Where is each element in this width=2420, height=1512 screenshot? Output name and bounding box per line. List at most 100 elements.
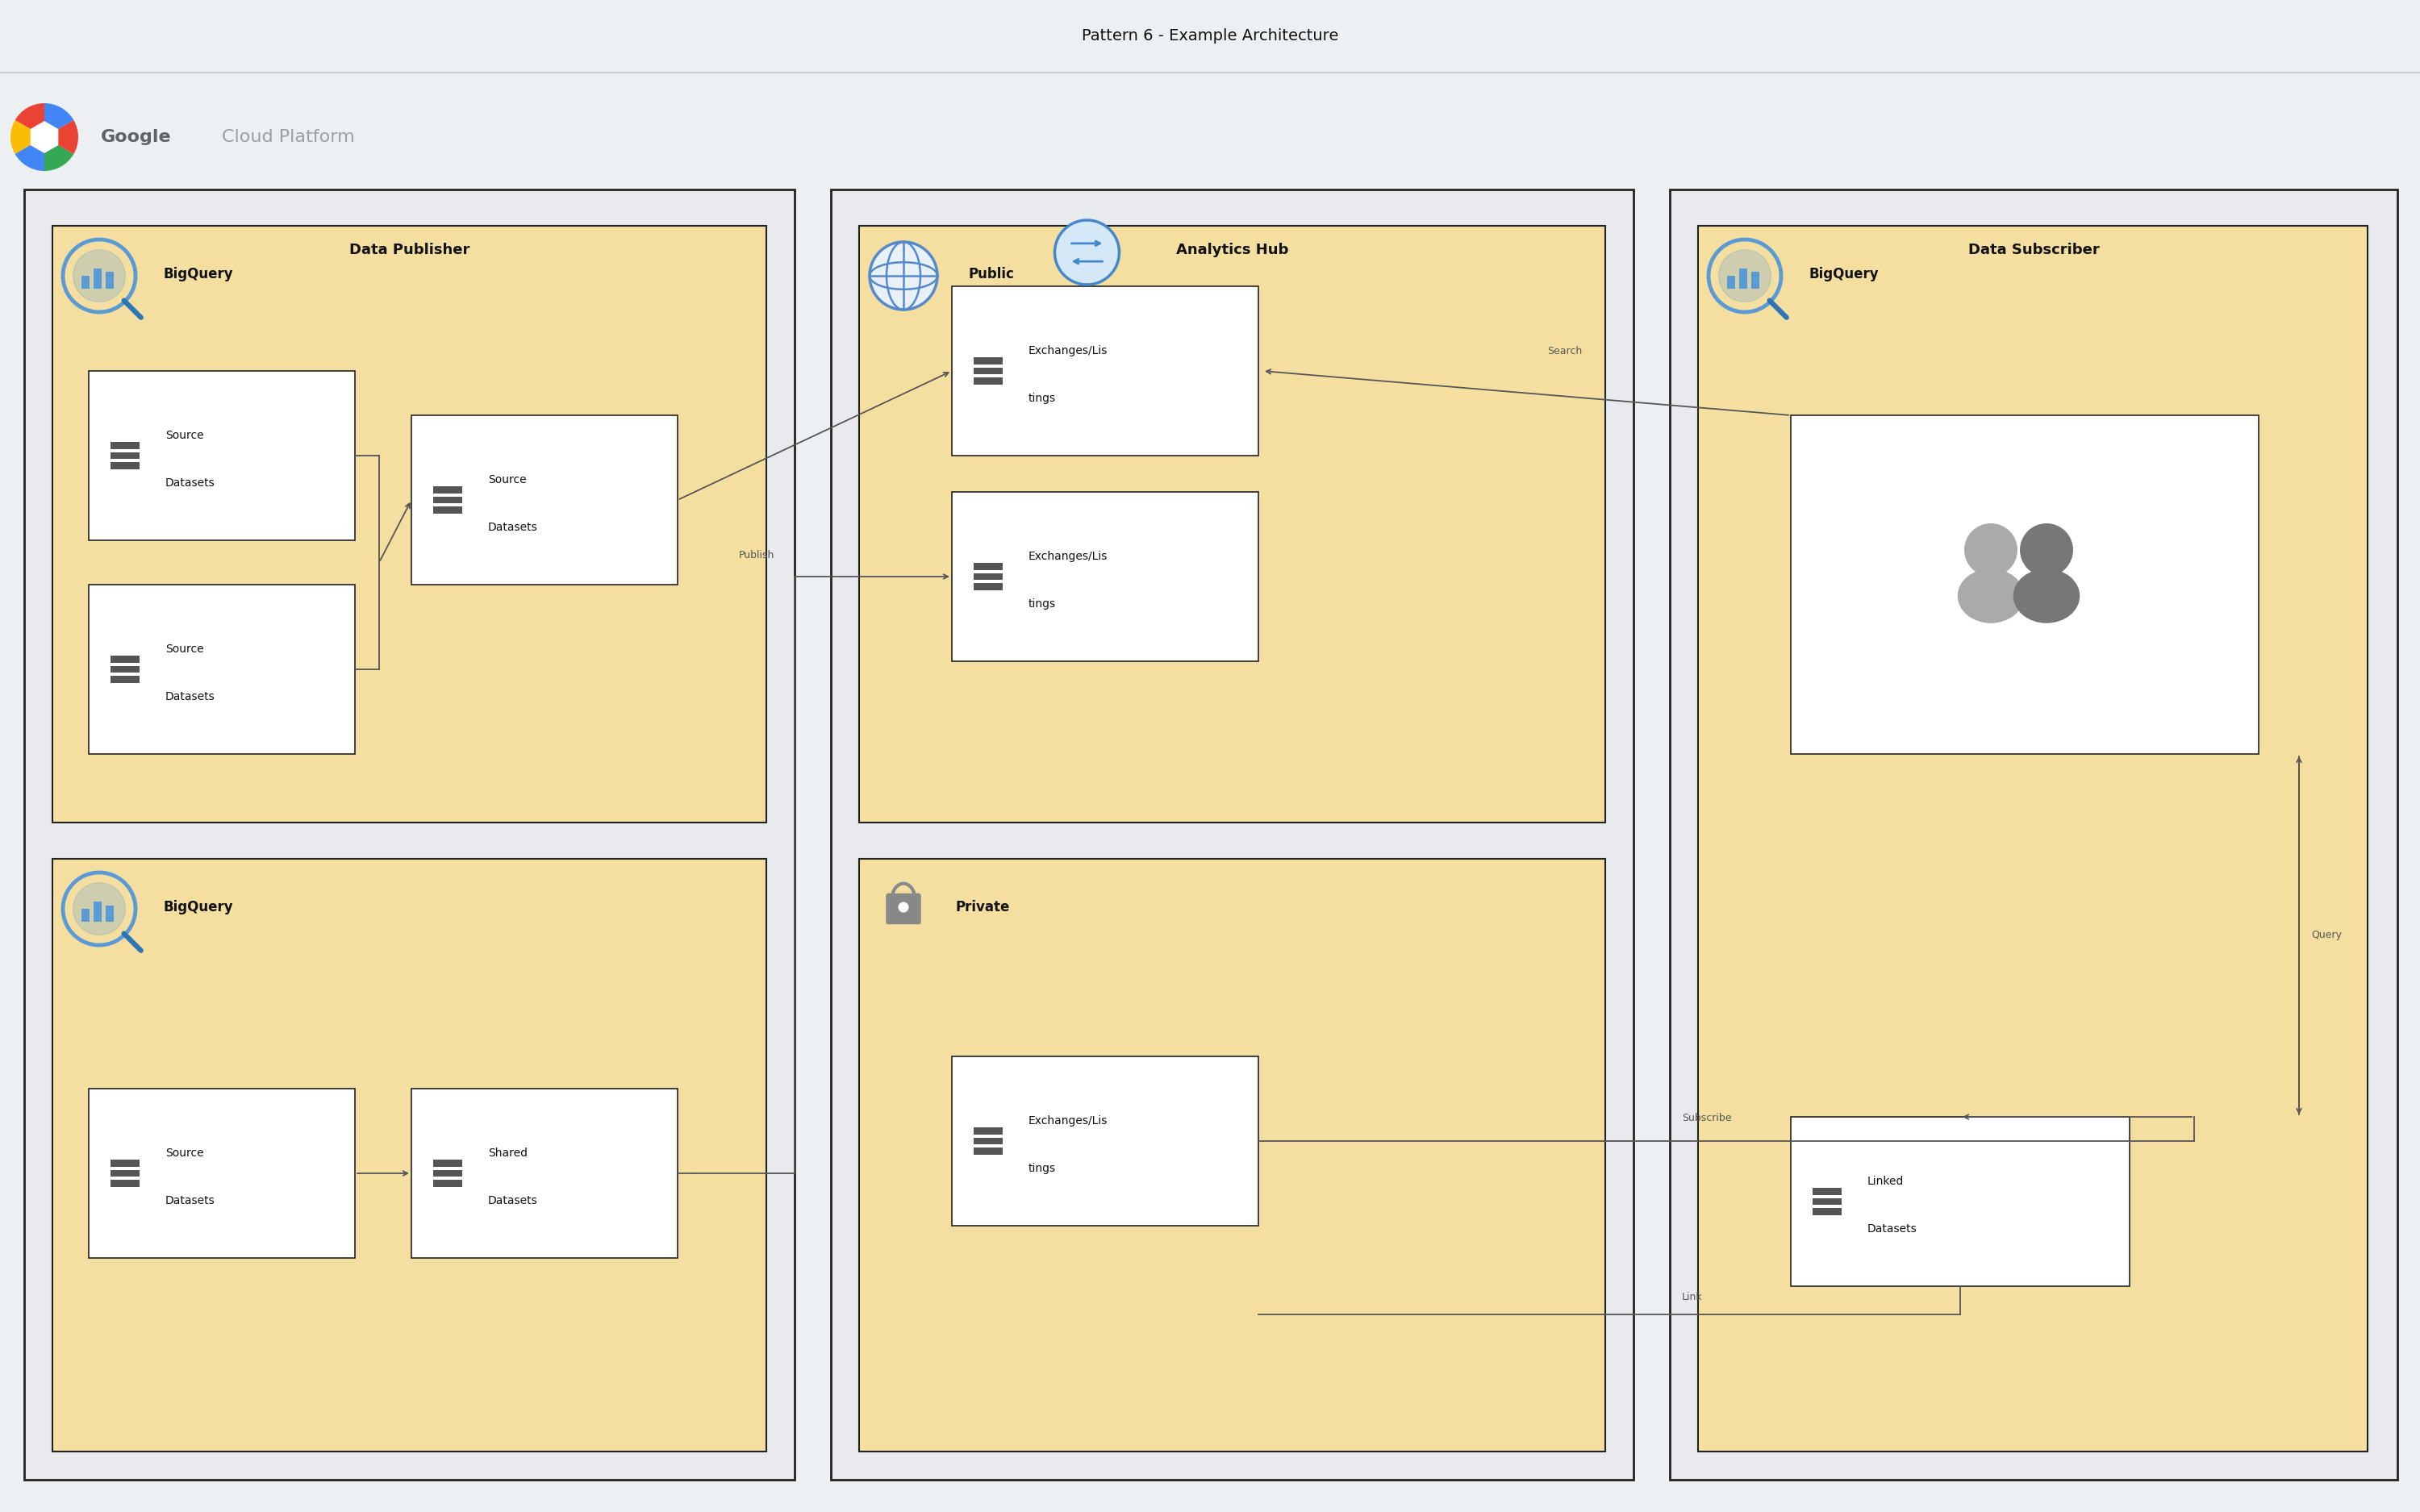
Bar — [830, 189, 1634, 1480]
FancyBboxPatch shape — [886, 894, 922, 924]
Text: Linked: Linked — [1868, 1175, 1905, 1187]
Text: tings: tings — [1028, 393, 1055, 404]
Bar — [111, 665, 140, 673]
Text: Query: Query — [2311, 930, 2343, 940]
Circle shape — [1055, 221, 1118, 284]
Text: tings: tings — [1028, 1163, 1055, 1173]
Bar — [973, 357, 1002, 364]
Bar — [1740, 269, 1747, 289]
Bar — [111, 461, 140, 469]
Text: Datasets: Datasets — [1868, 1223, 1917, 1234]
Circle shape — [73, 249, 126, 302]
Text: Datasets: Datasets — [165, 1194, 215, 1207]
Circle shape — [898, 903, 908, 912]
Bar — [411, 1089, 678, 1258]
Wedge shape — [44, 138, 73, 171]
Text: Google: Google — [102, 129, 172, 145]
Bar — [1752, 272, 1759, 289]
Bar — [53, 859, 767, 1452]
Text: Data Publisher: Data Publisher — [348, 243, 469, 257]
Bar — [433, 1179, 462, 1187]
Text: Publish: Publish — [738, 550, 774, 561]
Bar — [951, 286, 1258, 455]
Bar — [90, 585, 356, 754]
Text: tings: tings — [1028, 599, 1055, 609]
Bar — [111, 1160, 140, 1167]
Bar — [973, 376, 1002, 384]
Text: Search: Search — [1546, 346, 1583, 357]
Bar — [973, 582, 1002, 590]
Ellipse shape — [2013, 569, 2079, 623]
Bar — [973, 573, 1002, 581]
Bar — [106, 906, 114, 921]
Text: Data Subscriber: Data Subscriber — [1967, 243, 2098, 257]
Bar — [433, 496, 462, 503]
Bar — [433, 487, 462, 494]
Bar — [433, 1160, 462, 1167]
Bar — [973, 1148, 1002, 1155]
Bar — [433, 507, 462, 514]
Text: Datasets: Datasets — [165, 691, 215, 702]
Text: Datasets: Datasets — [489, 1194, 537, 1207]
Wedge shape — [15, 138, 44, 171]
Circle shape — [73, 883, 126, 934]
Text: Exchanges/Lis: Exchanges/Lis — [1028, 1114, 1108, 1126]
Bar — [53, 225, 767, 823]
Bar — [111, 676, 140, 683]
Bar — [1813, 1208, 1842, 1216]
Text: Exchanges/Lis: Exchanges/Lis — [1028, 550, 1108, 562]
Bar — [1670, 189, 2398, 1480]
Text: Source: Source — [165, 429, 203, 442]
Bar — [82, 275, 90, 289]
Bar — [111, 452, 140, 460]
Bar — [951, 1057, 1258, 1226]
Bar — [82, 909, 90, 921]
Bar — [90, 370, 356, 540]
Wedge shape — [10, 119, 44, 154]
Bar — [859, 225, 1604, 823]
Bar — [411, 416, 678, 585]
Bar — [433, 1170, 462, 1176]
Circle shape — [1718, 249, 1771, 302]
Text: Datasets: Datasets — [489, 522, 537, 532]
Text: Public: Public — [968, 268, 1014, 281]
Bar — [1791, 416, 2258, 754]
Bar — [859, 859, 1604, 1452]
Polygon shape — [31, 121, 58, 153]
Text: Source: Source — [165, 643, 203, 655]
Ellipse shape — [1958, 569, 2023, 623]
Wedge shape — [44, 119, 77, 154]
Bar — [94, 901, 102, 921]
Text: Source: Source — [165, 1148, 203, 1158]
Bar — [951, 491, 1258, 661]
Bar — [1813, 1188, 1842, 1196]
Text: Private: Private — [956, 900, 1009, 915]
Bar — [106, 272, 114, 289]
Text: Analytics Hub: Analytics Hub — [1176, 243, 1287, 257]
Text: Exchanges/Lis: Exchanges/Lis — [1028, 345, 1108, 357]
Bar — [973, 562, 1002, 570]
Circle shape — [869, 242, 937, 310]
Bar — [111, 442, 140, 449]
Bar — [94, 269, 102, 289]
Bar — [973, 367, 1002, 375]
Wedge shape — [15, 103, 44, 138]
Bar — [1699, 225, 2367, 1452]
Bar — [90, 1089, 356, 1258]
Circle shape — [1965, 523, 2018, 576]
Bar — [24, 189, 794, 1480]
Bar — [973, 1128, 1002, 1136]
Text: BigQuery: BigQuery — [165, 268, 235, 281]
Circle shape — [36, 130, 51, 144]
Bar — [111, 1170, 140, 1176]
Bar — [1728, 275, 1735, 289]
Text: Cloud Platform: Cloud Platform — [223, 129, 356, 145]
Bar — [1813, 1198, 1842, 1205]
Text: BigQuery: BigQuery — [165, 900, 235, 915]
Circle shape — [2021, 523, 2074, 576]
Bar — [973, 1137, 1002, 1145]
Bar — [111, 1179, 140, 1187]
Bar — [1791, 1117, 2130, 1287]
Wedge shape — [44, 103, 73, 138]
Text: Datasets: Datasets — [165, 478, 215, 488]
